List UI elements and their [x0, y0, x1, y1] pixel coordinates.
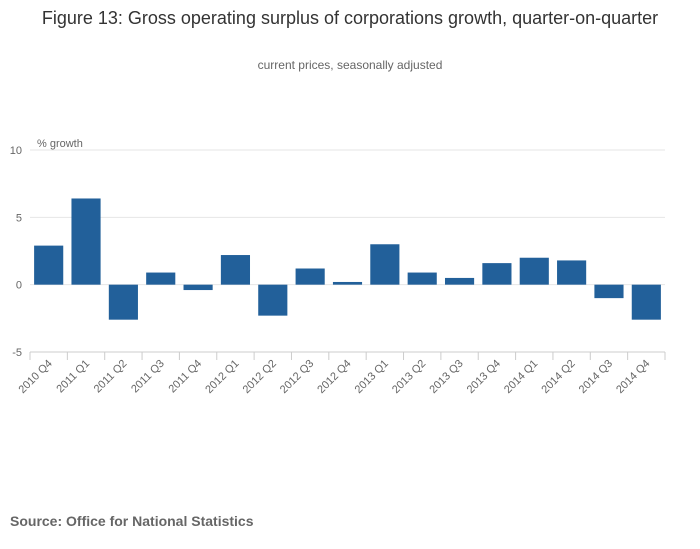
x-tick-label: 2014 Q3 [577, 358, 615, 396]
chart-subtitle: current prices, seasonally adjusted [257, 58, 443, 72]
bar-2014-q2 [557, 260, 587, 285]
chart-title: Figure 13: Gross operating surplus of co… [41, 8, 659, 28]
bar-2011-q1 [71, 198, 101, 285]
x-tick-label: 2012 Q2 [241, 358, 279, 396]
bar-2012-q3 [295, 268, 325, 285]
bar-2014-q3 [594, 284, 624, 299]
x-tick-label: 2013 Q4 [465, 358, 503, 396]
x-tick-label: 2011 Q3 [129, 358, 167, 396]
x-tick-label: 2013 Q2 [390, 358, 428, 396]
x-tick-label: 2013 Q3 [427, 358, 465, 396]
x-tick-label: 2011 Q1 [54, 358, 92, 396]
bar-2013-q1 [370, 244, 400, 285]
x-tick-label: 2014 Q2 [539, 358, 577, 396]
x-tick-label: 2012 Q3 [278, 358, 316, 396]
bar-2014-q1 [519, 257, 549, 285]
bar-2011-q3 [146, 272, 176, 285]
x-tick-label: 2012 Q4 [315, 358, 353, 396]
y-tick-label: 10 [10, 145, 22, 157]
bar-2011-q4 [183, 284, 213, 291]
source-note: Source: Office for National Statistics [10, 513, 254, 529]
x-tick-label: 2011 Q2 [92, 358, 130, 396]
bar-2012-q4 [332, 281, 363, 285]
y-axis-unit-label: % growth [37, 138, 83, 150]
bar-2014-q4 [631, 284, 661, 320]
bar-2012-q2 [258, 284, 288, 316]
x-tick-label: 2014 Q1 [502, 358, 540, 396]
y-tick-label: -5 [12, 347, 22, 359]
bar-2013-q4 [482, 263, 512, 285]
bar-2013-q2 [407, 272, 437, 285]
x-tick-label: 2010 Q4 [16, 358, 54, 396]
bar-2013-q3 [444, 277, 475, 285]
tick-labels: -5 0 5 10 2010 Q4 2011 Q1 2011 Q2 2011 Q3 2011 Q… [10, 145, 653, 396]
x-tick-label: 2011 Q4 [166, 358, 204, 396]
x-tick-label: 2013 Q1 [353, 358, 391, 396]
y-tick-label: 0 [16, 280, 22, 292]
bar-2011-q2 [108, 284, 138, 320]
x-axis [29, 351, 666, 360]
bars [34, 198, 661, 320]
x-tick-label: 2012 Q1 [203, 358, 241, 396]
x-tick-label: 2014 Q4 [614, 358, 652, 396]
bar-2012-q1 [220, 255, 251, 285]
bar-2010-q4 [34, 245, 64, 285]
y-tick-label: 5 [16, 212, 22, 224]
